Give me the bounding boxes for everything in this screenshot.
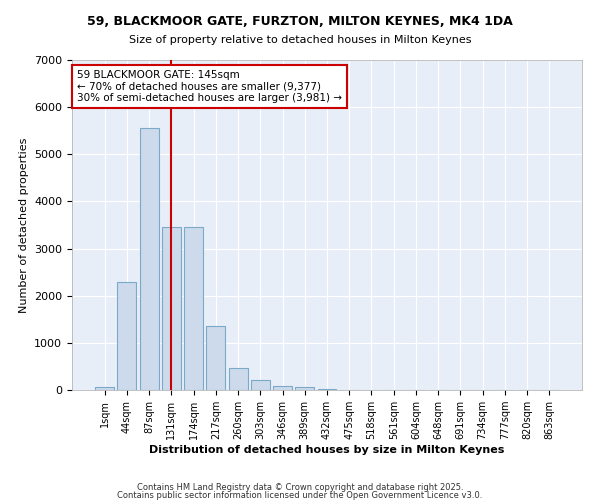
X-axis label: Distribution of detached houses by size in Milton Keynes: Distribution of detached houses by size … [149, 445, 505, 455]
Y-axis label: Number of detached properties: Number of detached properties [19, 138, 29, 312]
Bar [140, 128, 158, 390]
Bar [206, 326, 225, 390]
Bar [251, 380, 270, 390]
Text: Contains public sector information licensed under the Open Government Licence v3: Contains public sector information licen… [118, 490, 482, 500]
Bar [273, 386, 292, 390]
Text: Size of property relative to detached houses in Milton Keynes: Size of property relative to detached ho… [129, 35, 471, 45]
Bar [162, 228, 181, 390]
Bar [184, 228, 203, 390]
Text: Contains HM Land Registry data © Crown copyright and database right 2025.: Contains HM Land Registry data © Crown c… [137, 483, 463, 492]
Text: 59, BLACKMOOR GATE, FURZTON, MILTON KEYNES, MK4 1DA: 59, BLACKMOOR GATE, FURZTON, MILTON KEYN… [87, 15, 513, 28]
Bar [317, 388, 337, 390]
Text: 59 BLACKMOOR GATE: 145sqm
← 70% of detached houses are smaller (9,377)
30% of se: 59 BLACKMOOR GATE: 145sqm ← 70% of detac… [77, 70, 342, 103]
Bar [295, 388, 314, 390]
Bar [229, 368, 248, 390]
Bar [118, 282, 136, 390]
Bar [95, 386, 114, 390]
